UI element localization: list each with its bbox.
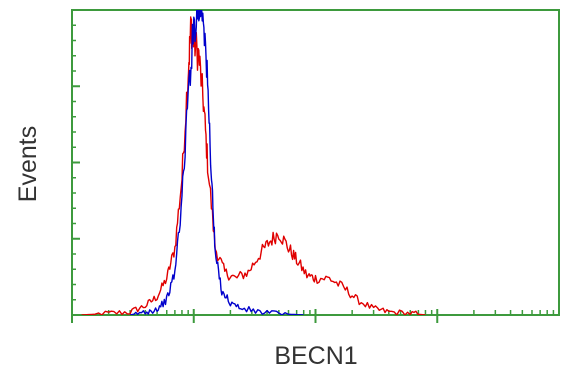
x-axis-title: BECN1 (274, 342, 357, 370)
plot-frame (71, 9, 560, 316)
red-series-line (81, 16, 426, 315)
series-group (81, 10, 426, 315)
y-axis-ticks (72, 9, 80, 316)
blue-series-line (129, 10, 304, 315)
y-axis-title: Events (14, 126, 42, 202)
x-axis-ticks (71, 309, 555, 323)
